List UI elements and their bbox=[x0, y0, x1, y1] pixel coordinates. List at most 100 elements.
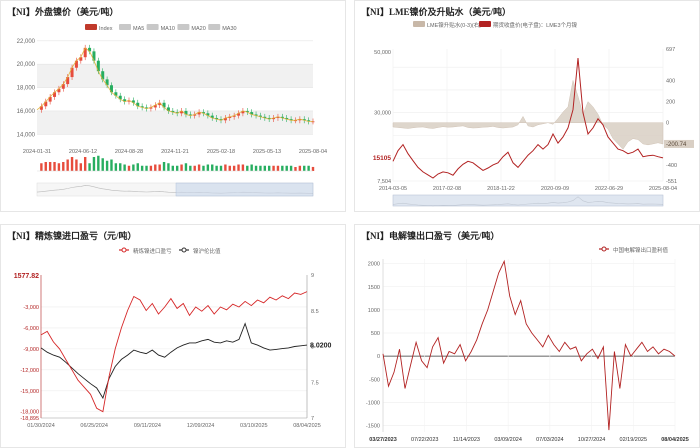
volume-bar bbox=[75, 159, 78, 171]
x-tick-label: 03/27/2023 bbox=[369, 437, 397, 443]
x-tick-label: 08/04/2025 bbox=[661, 437, 689, 443]
legend-swatch bbox=[208, 24, 221, 30]
candle-body bbox=[298, 119, 302, 121]
volume-bar bbox=[224, 164, 227, 171]
y-tick-label: 16,000 bbox=[17, 109, 36, 115]
x-tick-label: 2024-01-31 bbox=[23, 149, 51, 155]
volume-bar bbox=[83, 157, 87, 171]
refined-nickel-import-chart: 精炼镍进口盈亏 镍沪伦比值 -3,000 -6,000 -9,000 -12,000 -15… bbox=[14, 247, 332, 429]
volume-bar bbox=[281, 165, 284, 171]
candle-body bbox=[118, 95, 122, 100]
candle-body bbox=[232, 115, 236, 117]
electrolytic-nickel-export-chart: 中国电解镍出口盈利值 2000 1500 1000 500 0 -500 -1000 -1500… bbox=[366, 246, 689, 443]
x-tick-label: 07/22/2023 bbox=[411, 437, 439, 443]
candle-body bbox=[66, 77, 70, 85]
volume-bar bbox=[250, 164, 253, 171]
volume-bar bbox=[40, 163, 43, 171]
volume-bar bbox=[180, 164, 183, 171]
legend-swatch bbox=[177, 24, 190, 30]
candle-body bbox=[219, 119, 223, 121]
y-tick-label: -500 bbox=[369, 377, 380, 383]
candle-body bbox=[311, 121, 315, 123]
candle-body bbox=[171, 110, 175, 113]
volume-bar bbox=[66, 159, 69, 171]
y-right-tick-label: 8 bbox=[311, 345, 314, 351]
volume-bar bbox=[149, 165, 153, 171]
panel-title: 【NI】电解镍出口盈亏（美元/吨） bbox=[361, 231, 500, 241]
x-tick-label: 03/09/2024 bbox=[494, 437, 522, 443]
legend-label: 精炼镍进口盈亏 bbox=[133, 247, 172, 255]
candle-body bbox=[188, 114, 192, 116]
volume-bar bbox=[263, 165, 267, 171]
y-left-tick-label: 7,504 bbox=[377, 179, 391, 185]
volume-bar bbox=[162, 162, 166, 171]
x-tick-label: 02/19/2025 bbox=[620, 437, 648, 443]
volume-bar bbox=[53, 162, 56, 171]
volume-bar bbox=[167, 163, 170, 171]
x-tick-label: 07/03/2024 bbox=[536, 437, 564, 443]
candle-body bbox=[114, 92, 118, 96]
grid-band bbox=[37, 64, 313, 88]
y-left-tick-label: 50,000 bbox=[374, 50, 391, 56]
volume-bar bbox=[219, 165, 223, 171]
candle-body bbox=[201, 112, 205, 114]
navigator-range bbox=[392, 194, 664, 207]
legend-label: 期货收盘价(电子盘)：LME3个月镍 bbox=[493, 21, 578, 29]
volume-bar bbox=[215, 165, 218, 171]
volume-bar bbox=[202, 165, 205, 171]
candle-body bbox=[158, 102, 162, 106]
y-right-tick-label: 7.5 bbox=[311, 380, 319, 386]
volume-bar bbox=[267, 165, 271, 171]
x-tick-label: 2025-08-04 bbox=[299, 149, 327, 155]
x-tick-label: 2025-08-04 bbox=[649, 186, 677, 192]
navigator-range bbox=[175, 182, 314, 197]
x-tick-label: 09/11/2024 bbox=[134, 423, 161, 429]
candle-body bbox=[254, 114, 258, 116]
candle-body bbox=[289, 119, 293, 121]
volume-bar bbox=[44, 162, 47, 171]
candle-body bbox=[48, 96, 52, 102]
candle-body bbox=[223, 117, 227, 121]
x-tick-label: 2020-09-09 bbox=[541, 186, 569, 192]
y-tick-label: 20,000 bbox=[17, 62, 36, 68]
import-profit-line bbox=[40, 291, 308, 413]
y-tick-label: -1000 bbox=[366, 400, 380, 406]
candle-body bbox=[175, 112, 179, 114]
x-tick-label: 2018-11-22 bbox=[487, 186, 515, 192]
candle-body bbox=[245, 110, 249, 113]
candle-body bbox=[74, 60, 78, 68]
volume-bar bbox=[193, 165, 196, 171]
volume-bar bbox=[57, 163, 61, 171]
candle-body bbox=[166, 107, 170, 111]
volume-bar bbox=[101, 158, 104, 171]
volume-bar bbox=[48, 162, 52, 171]
volume-bar bbox=[132, 164, 135, 171]
volume-bar bbox=[119, 163, 122, 171]
volume-bar bbox=[303, 165, 306, 171]
candle-body bbox=[140, 106, 144, 108]
volume-bar bbox=[206, 164, 210, 171]
candle-body bbox=[123, 99, 127, 102]
candle-body bbox=[197, 112, 201, 115]
volume-bar bbox=[105, 160, 109, 171]
y-right-tick-label: 9 bbox=[311, 273, 314, 279]
y-left-tick-label: -3,000 bbox=[23, 305, 39, 311]
candle-body bbox=[180, 110, 184, 114]
candle-body bbox=[149, 107, 153, 109]
x-tick-label: 12/09/2024 bbox=[187, 423, 215, 429]
panel-title: 【NI】精炼镍进口盈亏（元/吨） bbox=[7, 231, 137, 241]
candle-body bbox=[206, 113, 210, 116]
y-right-tick-label: 697 bbox=[666, 47, 675, 53]
y-left-tick-label: 30,000 bbox=[374, 111, 391, 117]
last-premium-label: -200.74 bbox=[666, 142, 687, 148]
y-left-tick-label: -12,000 bbox=[20, 368, 39, 374]
y-left-tick-label: -18,000 bbox=[20, 410, 39, 416]
grid-band bbox=[37, 110, 313, 135]
legend-swatch bbox=[85, 24, 97, 30]
y-left-max-label: 1577.82 bbox=[14, 273, 39, 280]
last-ratio-label: 8.0200 bbox=[310, 343, 332, 350]
volume-bar bbox=[246, 165, 249, 171]
panel-title: 【NI】外盘镍价（美元/吨） bbox=[7, 7, 119, 17]
volume-bar bbox=[140, 165, 144, 171]
volume-bar bbox=[62, 162, 65, 171]
